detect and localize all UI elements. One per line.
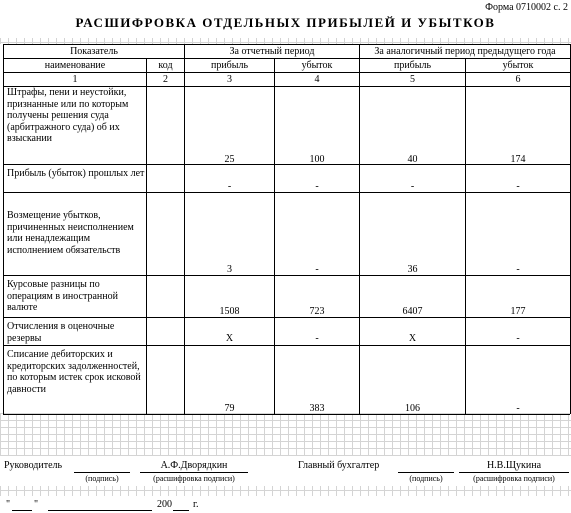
date-day-line[interactable] <box>12 510 32 511</box>
header-prior-loss: убыток <box>502 60 534 71</box>
table-cell-current-profit: - <box>227 181 232 192</box>
chief-accountant-signature-line[interactable] <box>398 472 454 473</box>
table-cell-current-profit: 79 <box>224 403 235 414</box>
column-divider <box>146 58 147 414</box>
date-area <box>0 496 571 513</box>
head-signature-caption: (подпись) <box>85 474 119 483</box>
table-cell-current-profit: Х <box>225 333 234 344</box>
column-number: 3 <box>227 74 232 85</box>
form-code: Форма 0710002 с. 2 <box>485 2 568 13</box>
row-divider <box>3 164 570 165</box>
date-quote-open: " <box>6 499 11 510</box>
table-cell-current-profit: 1508 <box>219 306 240 317</box>
table-cell-prior-profit: - <box>410 181 415 192</box>
column-number: 6 <box>515 74 521 85</box>
table-cell-prior-loss: - <box>516 403 520 414</box>
table-cell-current-loss: 383 <box>309 403 325 414</box>
header-divider <box>3 58 570 59</box>
table-row-name: Списание дебиторских и кредиторских задо… <box>7 349 141 395</box>
header-divider <box>3 72 570 73</box>
table-row-name: Курсовые разницы по операциям в иностран… <box>7 279 118 313</box>
table-cell-prior-loss: - <box>516 181 520 192</box>
table-row-name: Прибыль (убыток) прошлых лет <box>7 168 145 179</box>
header-name: наименование <box>44 60 106 71</box>
head-name-line <box>140 472 248 473</box>
row-divider <box>3 275 570 276</box>
table-cell-prior-loss: - <box>516 264 520 275</box>
table-border-bottom <box>3 414 570 415</box>
chief-accountant-name-line <box>459 472 569 473</box>
head-signature-line[interactable] <box>74 472 130 473</box>
page-title: РАСШИФРОВКА ОТДЕЛЬНЫХ ПРИБЫЛЕЙ И УБЫТКОВ <box>75 15 496 30</box>
date-month-line[interactable] <box>48 510 152 511</box>
table-area <box>0 44 571 413</box>
column-divider <box>274 58 275 414</box>
table-cell-prior-profit: 106 <box>405 403 420 414</box>
column-number: 5 <box>410 74 415 85</box>
table-cell-prior-loss: 177 <box>510 306 526 317</box>
table-border-top <box>3 44 570 45</box>
table-cell-current-loss: - <box>315 264 319 275</box>
table-cell-prior-profit: 36 <box>407 264 418 275</box>
table-cell-prior-profit: 6407 <box>402 306 423 317</box>
chief-accountant-name: Н.В.Щукина <box>486 460 542 471</box>
table-cell-prior-profit: 40 <box>407 154 418 165</box>
head-name: А.Ф.Дворядкин <box>160 460 228 471</box>
title-area <box>0 0 571 38</box>
header-divider <box>3 86 570 87</box>
table-row-name: Возмещение убытков, причиненных неисполн… <box>7 210 134 256</box>
table-cell-current-loss: - <box>315 181 319 192</box>
table-cell-prior-profit: Х <box>408 333 417 344</box>
row-divider <box>3 192 570 193</box>
table-cell-current-loss: 100 <box>309 154 325 165</box>
head-decoding-caption: (расшифровка подписи) <box>153 474 235 483</box>
head-label: Руководитель <box>4 460 63 471</box>
header-current-loss: убыток <box>301 60 333 71</box>
table-cell-prior-loss: 174 <box>510 154 526 165</box>
column-divider <box>184 44 185 414</box>
date-quote-close: " <box>34 499 39 510</box>
column-divider <box>465 58 466 414</box>
date-year-prefix: 200 <box>157 499 172 510</box>
chief-accountant-label: Главный бухгалтер <box>298 460 380 471</box>
chief-accountant-decoding-caption: (расшифровка подписи) <box>473 474 555 483</box>
header-current-period: За отчетный период <box>229 46 315 57</box>
column-number: 2 <box>163 74 168 85</box>
chief-accountant-signature-caption: (подпись) <box>409 474 443 483</box>
table-row-name: Отчисления в оценочные резервы <box>7 321 115 344</box>
header-code: код <box>158 60 173 71</box>
table-cell-current-loss: - <box>315 333 319 344</box>
header-current-profit: прибыль <box>210 60 249 71</box>
date-year-suffix: г. <box>193 499 199 510</box>
column-number: 4 <box>314 74 320 85</box>
table-cell-prior-loss: - <box>516 333 520 344</box>
header-prior-period: За аналогичный период предыдущего года <box>374 46 556 57</box>
table-row-name: Штрафы, пени и неустойки, признанные или… <box>7 87 129 144</box>
header-prior-profit: прибыль <box>393 60 432 71</box>
signature-area <box>0 456 571 486</box>
row-divider <box>3 345 570 346</box>
row-divider <box>3 317 570 318</box>
table-cell-current-profit: 25 <box>224 154 235 165</box>
table-border-left <box>3 44 4 414</box>
column-divider <box>359 44 360 414</box>
header-indicator: Показатель <box>70 46 118 57</box>
table-cell-current-profit: 3 <box>227 264 232 275</box>
date-year-line[interactable] <box>173 510 189 511</box>
table-cell-current-loss: 723 <box>309 306 325 317</box>
column-number: 1 <box>72 74 78 85</box>
